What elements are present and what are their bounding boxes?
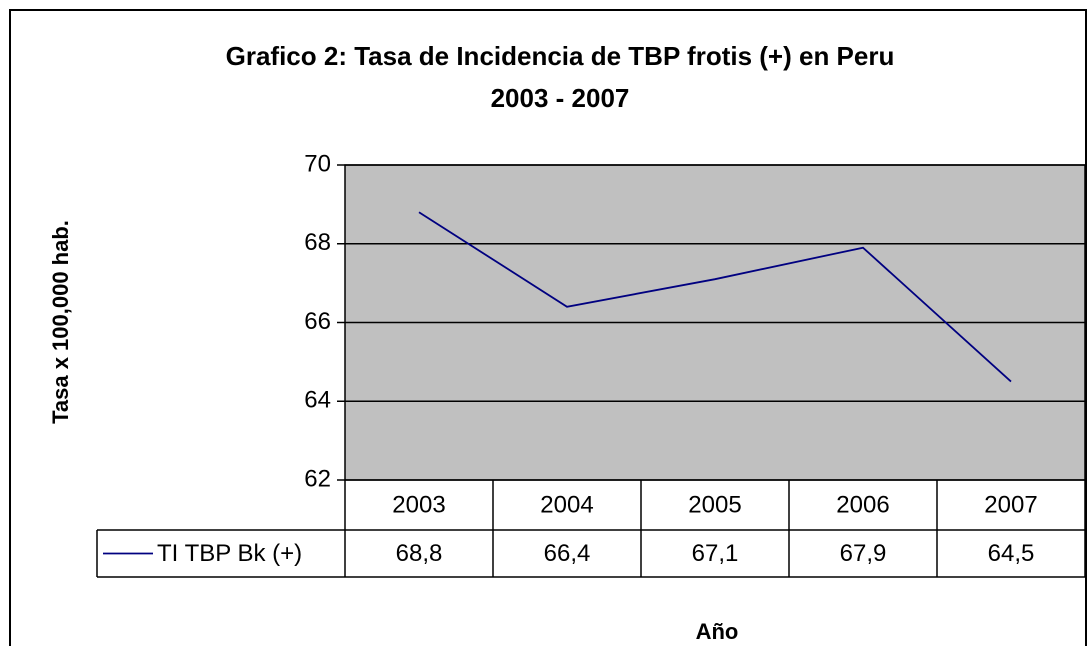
table-value: 67,9	[840, 540, 887, 567]
y-tick-label: 62	[304, 465, 331, 492]
legend-label: TI TBP Bk (+)	[157, 540, 302, 567]
y-axis-label: Tasa x 100,000 hab.	[48, 220, 73, 424]
table-value: 67,1	[692, 540, 739, 567]
x-tick-label: 2003	[392, 491, 445, 518]
x-tick-label: 2004	[540, 491, 593, 518]
y-tick-label: 68	[304, 229, 331, 256]
table-value: 66,4	[544, 540, 591, 567]
y-tick-label: 66	[304, 308, 331, 335]
chart-title: Grafico 2: Tasa de Incidencia de TBP fro…	[226, 41, 895, 71]
x-axis-label: Año	[696, 619, 739, 644]
chart-title: 2003 - 2007	[491, 83, 630, 113]
x-tick-label: 2007	[984, 491, 1037, 518]
table-value: 68,8	[396, 540, 443, 567]
series-line	[418, 211, 1012, 383]
x-tick-label: 2005	[688, 491, 741, 518]
table-value: 64,5	[988, 540, 1035, 567]
y-tick-label: 70	[304, 150, 331, 177]
x-tick-label: 2006	[836, 491, 889, 518]
y-tick-label: 64	[304, 387, 331, 414]
